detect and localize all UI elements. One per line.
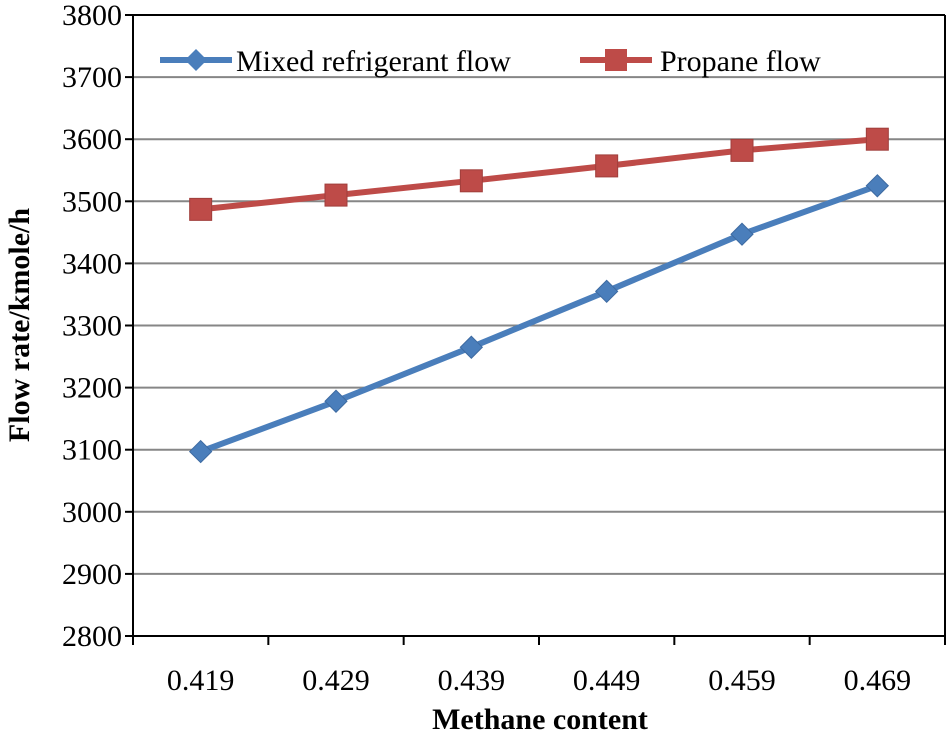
point-propane-flow-0.459 (730, 138, 754, 162)
y-tick-label-2800: 2800 (62, 620, 122, 653)
point-mixed-refrigerant-flow-0.449 (594, 279, 619, 304)
point-propane-flow-0.449 (595, 154, 619, 178)
y-tick-label-3600: 3600 (62, 123, 122, 156)
y-tick-label-3800: 3800 (62, 0, 122, 32)
axes: 2800 2900 3000 3100 3200 3300 3400 3500 3600 3700… (62, 0, 946, 697)
x-axis-title: Methane content (432, 703, 648, 736)
point-mixed-refrigerant-flow-0.419 (188, 439, 213, 464)
point-propane-flow-0.419 (189, 197, 213, 221)
x-tick-label-0.429: 0.429 (302, 664, 370, 697)
legend-marker-square (605, 49, 627, 71)
x-tick-label-0.459: 0.459 (708, 664, 776, 697)
legend-marker-diamond (185, 49, 207, 71)
legend: Mixed refrigerant flow Propane flow (160, 45, 821, 78)
x-tick-label-0.419: 0.419 (167, 664, 235, 697)
point-mixed-refrigerant-flow-0.459 (730, 222, 754, 246)
data-series (188, 127, 890, 464)
y-tick-label-3200: 3200 (62, 372, 122, 405)
y-tick-label-3500: 3500 (62, 185, 122, 218)
y-tick-label-3000: 3000 (62, 496, 122, 529)
point-mixed-refrigerant-flow-0.429 (324, 389, 348, 413)
y-tick-label-3700: 3700 (62, 61, 122, 94)
legend-item-propane: Propane flow (580, 45, 821, 78)
x-tick-label-0.449: 0.449 (573, 664, 641, 697)
legend-item-mixed-refrigerant: Mixed refrigerant flow (160, 45, 511, 78)
legend-label-propane: Propane flow (660, 45, 821, 78)
point-mixed-refrigerant-flow-0.439 (459, 335, 484, 359)
series-line-propane-flow (200, 136, 878, 213)
x-tick-label-0.439: 0.439 (438, 664, 506, 697)
point-propane-flow-0.429 (324, 183, 348, 207)
point-propane-flow-0.439 (459, 169, 483, 193)
y-tick-label-3300: 3300 (62, 310, 122, 343)
series-line-mixed-refrigerant-flow (199, 182, 879, 455)
y-tick-label-3400: 3400 (62, 247, 122, 280)
y-tick-label-2900: 2900 (62, 558, 122, 591)
x-tick-label-0.469: 0.469 (844, 664, 912, 697)
legend-label-mixed-refrigerant: Mixed refrigerant flow (236, 45, 511, 78)
point-mixed-refrigerant-flow-0.469 (865, 174, 890, 198)
gridlines (133, 14, 945, 575)
point-propane-flow-0.469 (865, 127, 889, 151)
y-axis-title: Flow rate/kmole/h (3, 208, 36, 442)
y-tick-label-3100: 3100 (62, 434, 122, 467)
